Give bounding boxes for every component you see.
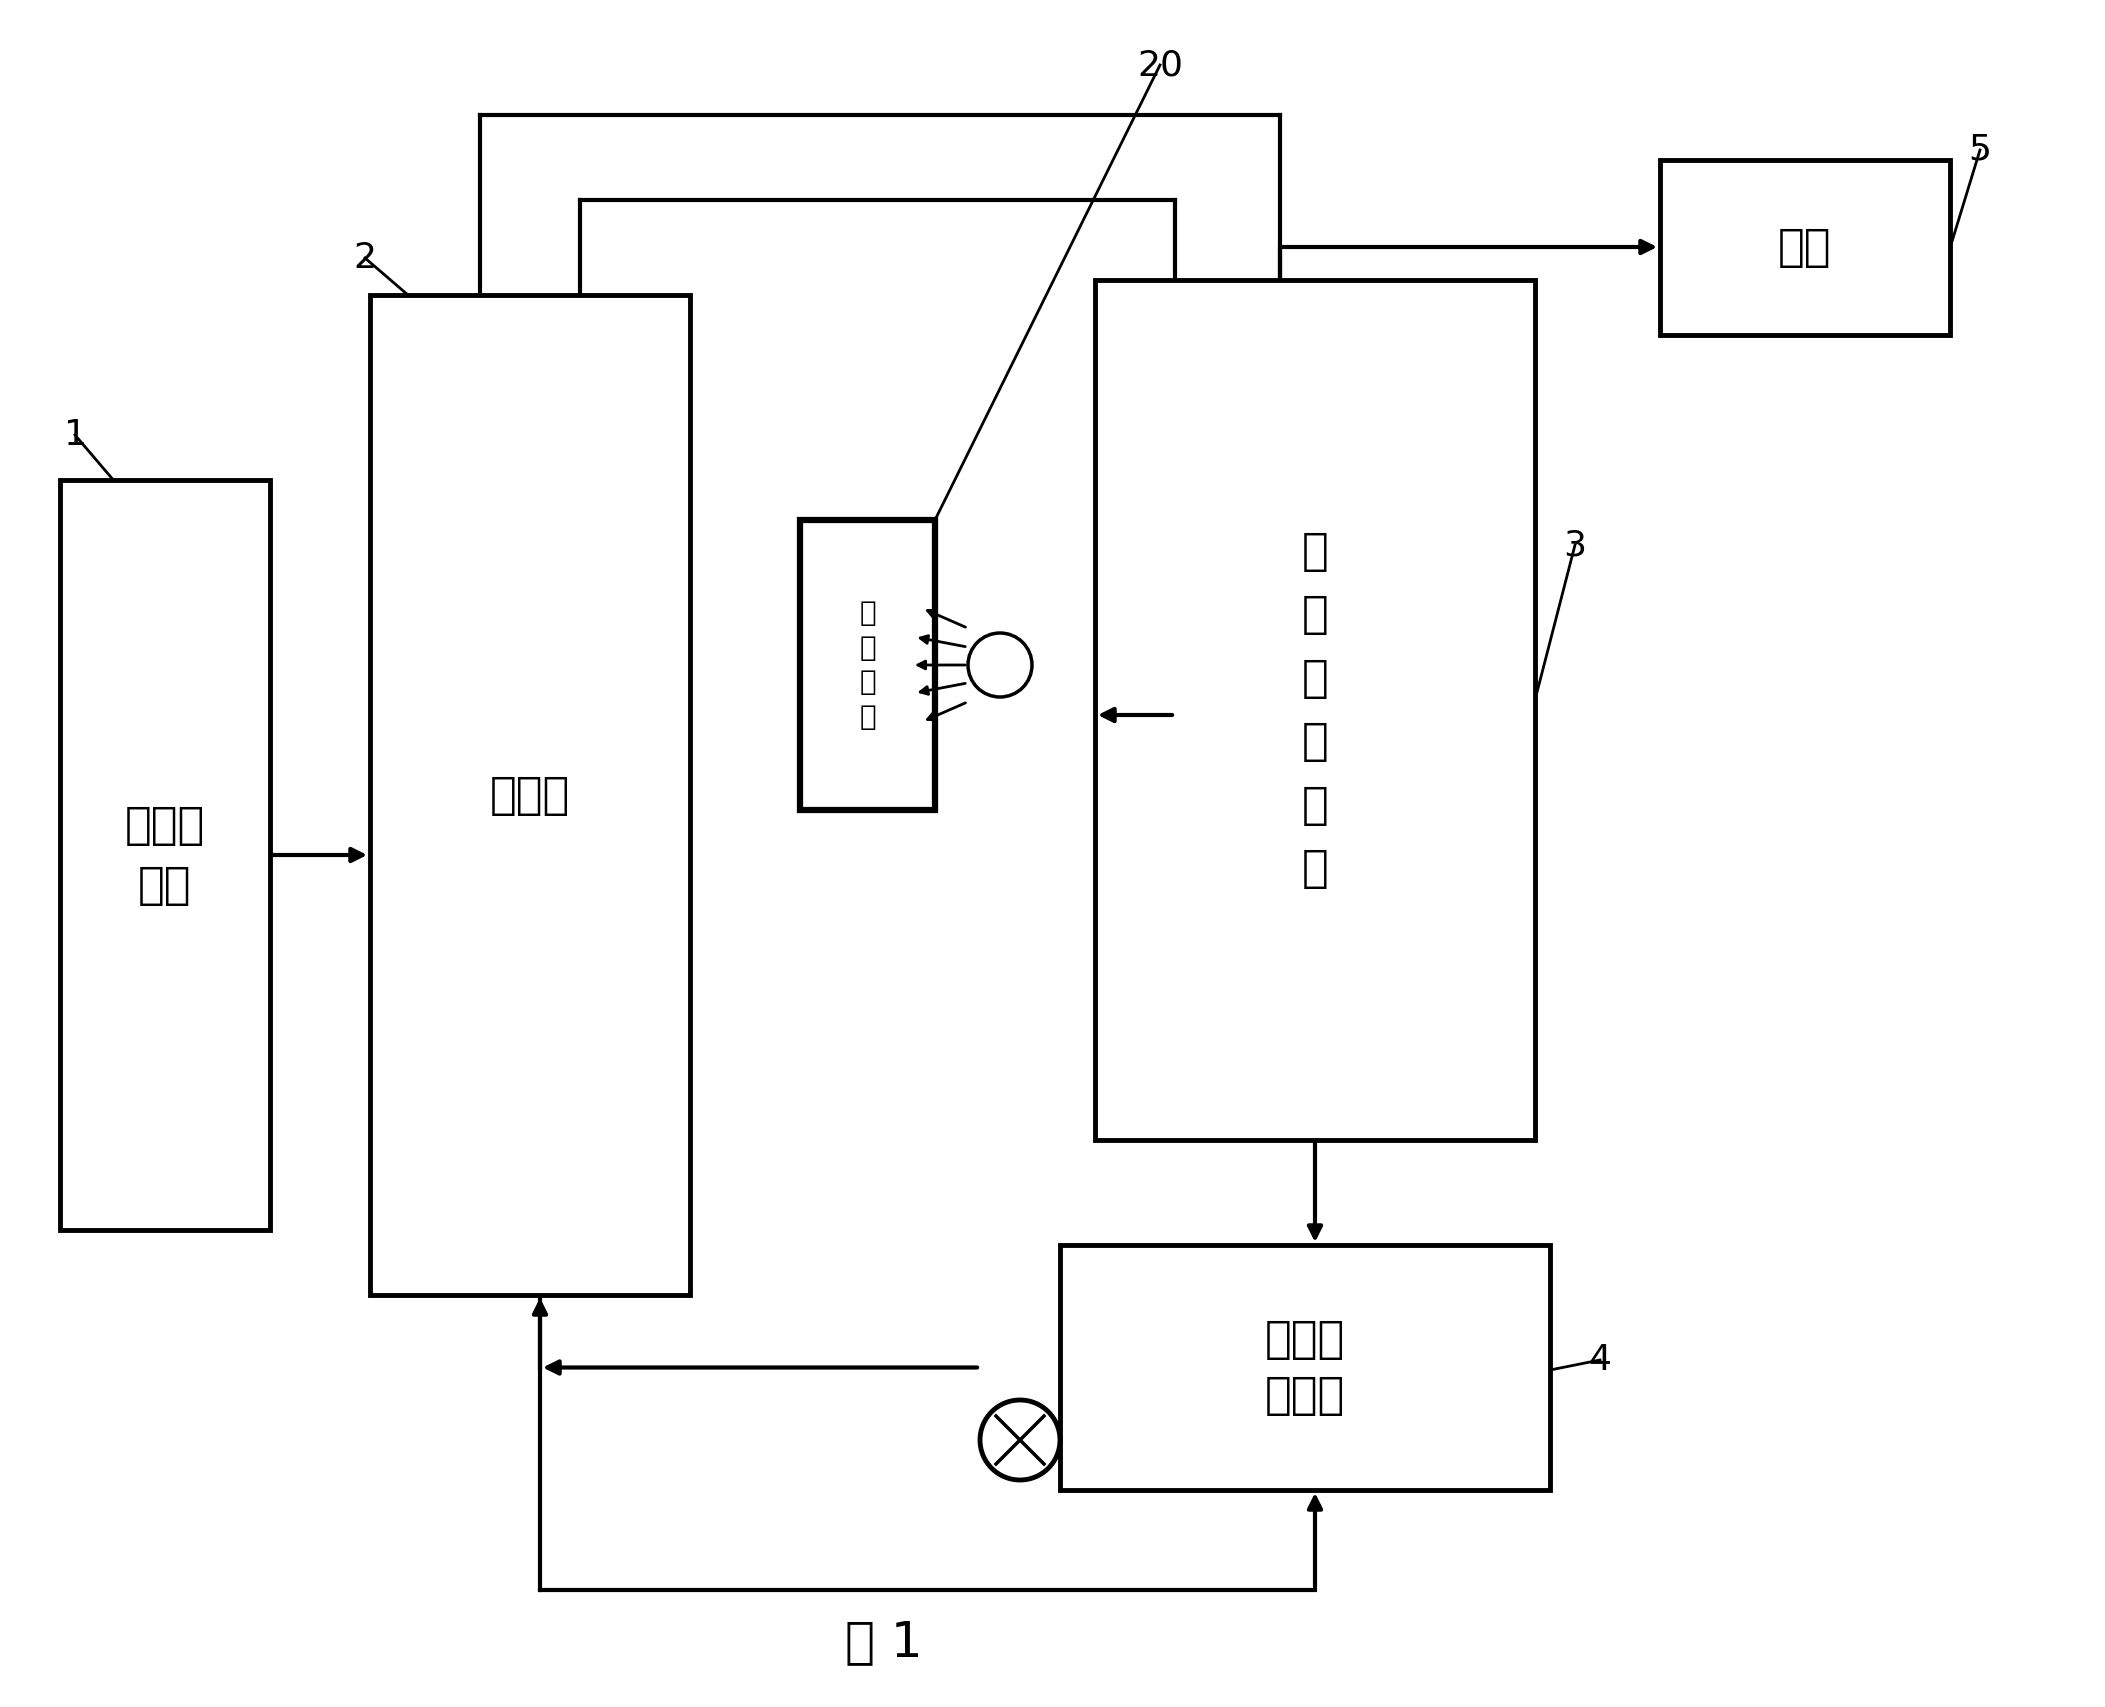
Bar: [1661, 160, 1949, 335]
Text: 洗涤塔: 洗涤塔: [490, 773, 570, 816]
Text: 20: 20: [1137, 48, 1183, 82]
Text: 3: 3: [1564, 527, 1587, 562]
Bar: [1061, 1244, 1549, 1490]
Text: 废气及
氨气: 废气及 氨气: [124, 804, 204, 906]
Text: 2: 2: [354, 241, 377, 275]
Bar: [61, 480, 269, 1231]
Text: 4: 4: [1589, 1343, 1612, 1378]
Text: 光触媒
贮存槽: 光触媒 贮存槽: [1265, 1318, 1345, 1417]
Bar: [1095, 280, 1535, 1140]
Text: 黑
光
设
备: 黑 光 设 备: [859, 599, 876, 731]
Bar: [370, 295, 690, 1296]
Text: 图 1: 图 1: [846, 1618, 922, 1666]
Text: 飞
雾
搜
集
设
备: 飞 雾 搜 集 设 备: [1301, 529, 1328, 889]
Text: 5: 5: [1968, 133, 1991, 167]
Bar: [800, 521, 935, 811]
Text: 排气: 排气: [1779, 225, 1831, 270]
Text: 1: 1: [63, 418, 86, 452]
